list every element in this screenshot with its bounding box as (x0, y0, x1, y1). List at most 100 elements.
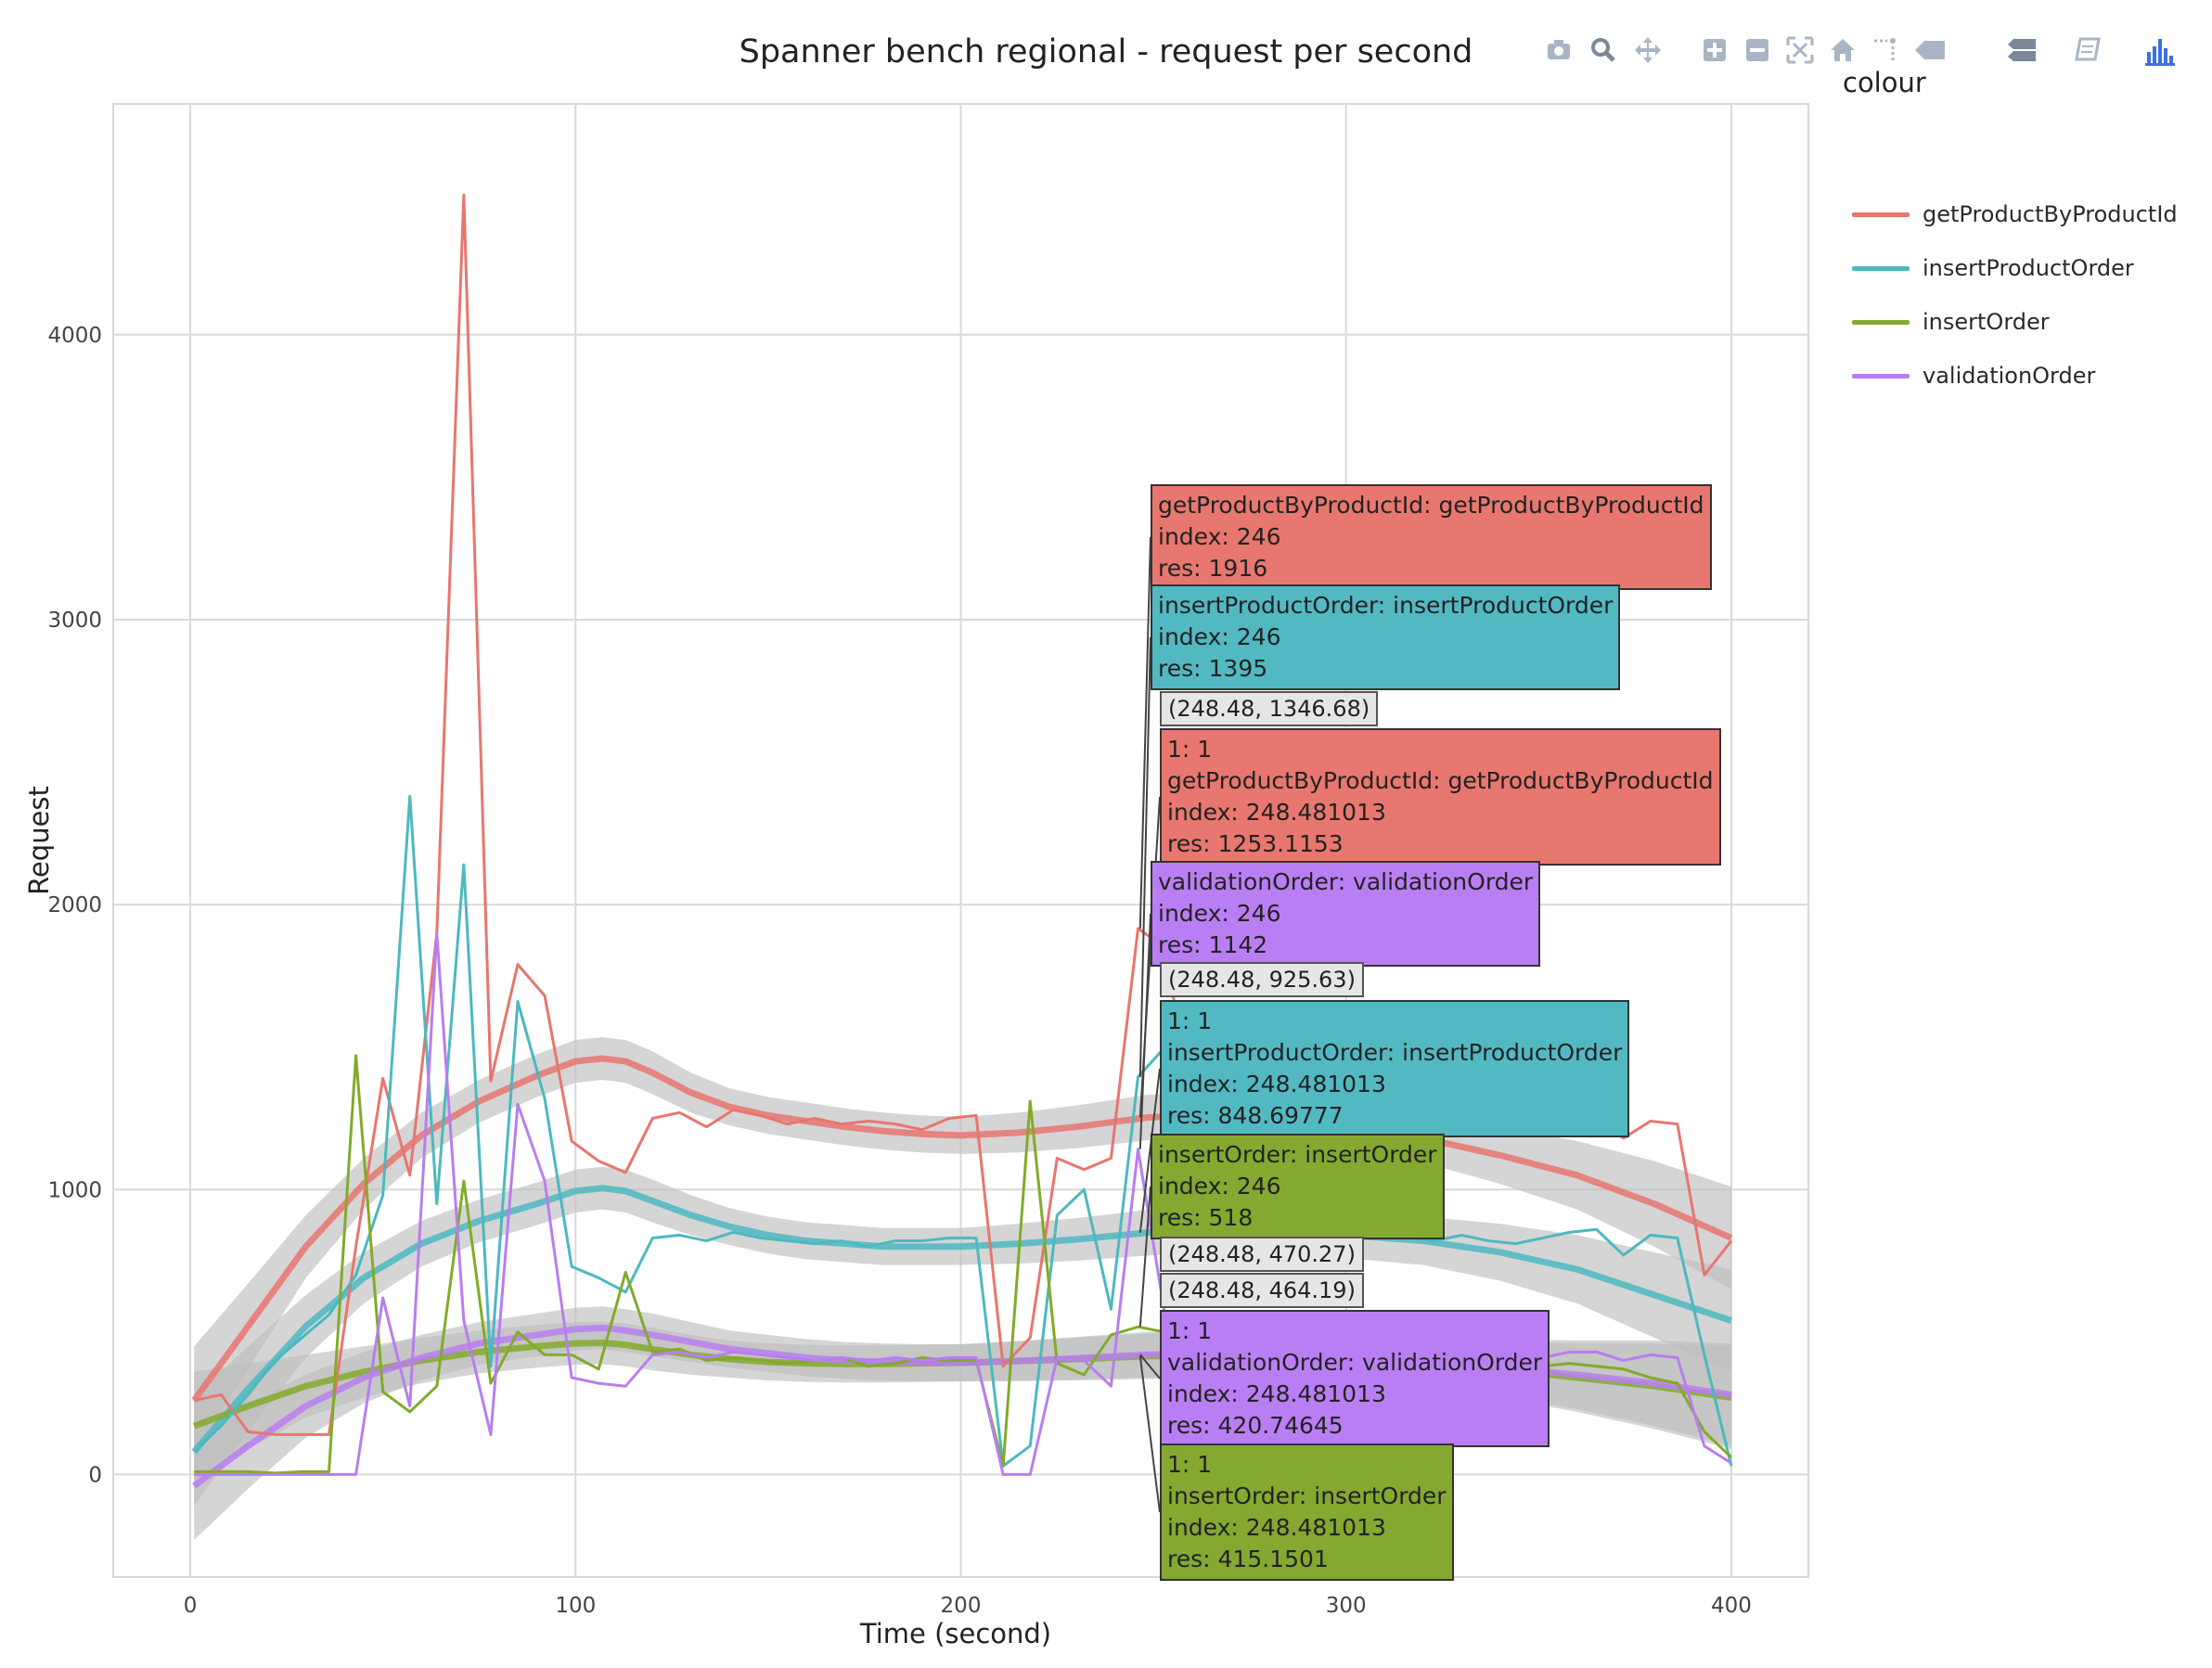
hover-coordinate-label: (248.48, 464.19) (1160, 1273, 1364, 1308)
y-axis-title: Request (23, 786, 55, 895)
hover-label-line: insertProductOrder: insertProductOrder (1158, 592, 1614, 619)
hover-label-line: insertOrder: insertOrder (1167, 1482, 1447, 1509)
hover-label-line: res: 848.69777 (1167, 1102, 1344, 1129)
hover-label-line: index: 246 (1158, 1173, 1281, 1200)
hover-label-line: index: 248.481013 (1167, 1071, 1386, 1097)
x-tick-label: 400 (1711, 1594, 1752, 1618)
edit-chart-icon (2069, 37, 2106, 72)
hover-label-line: 1: 1 (1167, 1317, 1213, 1344)
chart-title: Spanner bench regional - request per sec… (739, 33, 1473, 71)
zoom-in-button[interactable] (1696, 32, 1733, 69)
series-line-insertProductOrder[interactable] (193, 794, 1733, 1468)
legend-label: insertOrder (1923, 309, 2050, 335)
hover-label-line: res: 415.1501 (1167, 1546, 1329, 1572)
pan-button[interactable] (1629, 32, 1666, 69)
hover-label-line: (248.48, 925.63) (1168, 967, 1356, 993)
hover-label-line: validationOrder: validationOrder (1158, 868, 1534, 895)
hover-label-validationOrder: 1: 1 validationOrder: validationOrder inde… (1160, 1310, 1550, 1447)
legend-swatch (1852, 374, 1910, 379)
zoom-out-button[interactable] (1739, 32, 1776, 69)
x-tick-label: 300 (1326, 1594, 1367, 1618)
legend-swatch (1852, 320, 1910, 325)
hover-label-line: index: 246 (1158, 900, 1281, 927)
y-tick-label: 3000 (47, 609, 102, 633)
hover-label-line: res: 518 (1158, 1204, 1254, 1231)
hover-label-line: res: 1395 (1158, 655, 1268, 682)
hover-label-insertOrder: insertOrder: insertOrder index: 246 res: 5… (1151, 1134, 1445, 1239)
zoom-button[interactable] (1585, 32, 1622, 69)
hover-spike (1138, 1186, 1151, 1328)
x-tick-label: 100 (555, 1594, 596, 1618)
hover-closest-button[interactable] (1911, 32, 1948, 69)
hover-spike (1138, 913, 1151, 1149)
hover-coordinate-label: (248.48, 1346.68) (1160, 691, 1379, 726)
hover-label-line: (248.48, 464.19) (1168, 1277, 1356, 1303)
camera-icon (1540, 40, 1577, 72)
hover-spike (1138, 536, 1151, 929)
y-tick-label: 2000 (47, 893, 102, 917)
hover-label-line: index: 246 (1158, 623, 1281, 650)
hover-label-line: 1: 1 (1167, 736, 1213, 763)
x-tick-label: 200 (941, 1594, 982, 1618)
hover-label-line: getProductByProductId: getProductByProdu… (1167, 767, 1714, 794)
hover-spike (1138, 1068, 1161, 1233)
home-icon (1824, 39, 1861, 72)
hover-label-validationOrder: validationOrder: validationOrder index: 2… (1151, 861, 1541, 967)
legend-title: colour (1843, 67, 1926, 98)
hover-label-insertProductOrder: 1: 1 insertProductOrder: insertProductOrd… (1160, 1000, 1630, 1137)
spike-lines-icon (1867, 38, 1904, 72)
hover-label-line: res: 420.74645 (1167, 1412, 1344, 1439)
edit-chart-button[interactable] (2069, 32, 2106, 69)
pan-icon (1629, 37, 1666, 72)
y-tick-label: 1000 (47, 1178, 102, 1202)
legend-label: insertProductOrder (1923, 255, 2134, 281)
hover-label-insertProductOrder: insertProductOrder: insertProductOrder in… (1151, 584, 1621, 690)
legend-swatch (1852, 266, 1910, 271)
hover-spike (1139, 1354, 1161, 1379)
y-tick-label: 4000 (47, 324, 102, 348)
hover-label-line: res: 1253.1153 (1167, 830, 1344, 857)
hover-label-line: res: 1142 (1158, 931, 1268, 958)
hover-label-line: insertOrder: insertOrder (1158, 1141, 1437, 1168)
hover-label-getProductByProductId: 1: 1 getProductByProductId: getProductByP… (1160, 728, 1721, 866)
hover-label-line: (248.48, 470.27) (1168, 1241, 1356, 1267)
autoscale-button[interactable] (1781, 32, 1819, 69)
legend-swatch (1852, 212, 1910, 217)
hover-label-line: index: 246 (1158, 523, 1281, 550)
legend-label: validationOrder (1923, 363, 2096, 389)
hover-spike (1138, 636, 1151, 1077)
autoscale-icon (1781, 36, 1819, 72)
hover-label-insertOrder: 1: 1 insertOrder: insertOrder index: 248.4… (1160, 1443, 1454, 1581)
hover-label-line: index: 248.481013 (1167, 1514, 1386, 1541)
camera-button[interactable] (1540, 32, 1577, 69)
hover-label-line: index: 248.481013 (1167, 1380, 1386, 1407)
hover-spike (1138, 1355, 1161, 1513)
x-axis-title: Time (second) (859, 1618, 1051, 1649)
hover-coordinate-label: (248.48, 925.63) (1160, 962, 1364, 997)
hover-label-line: 1: 1 (1167, 1007, 1213, 1034)
x-tick-label: 0 (184, 1594, 198, 1618)
hover-label-line: insertProductOrder: insertProductOrder (1167, 1039, 1623, 1066)
hover-compare-icon (2002, 39, 2039, 72)
home-button[interactable] (1824, 32, 1861, 69)
hover-label-line: 1: 1 (1167, 1451, 1213, 1478)
zoom-icon (1585, 38, 1622, 72)
hover-compare-button[interactable] (2002, 32, 2039, 69)
hover-label-line: res: 1916 (1158, 555, 1268, 582)
zoom-out-icon (1739, 39, 1776, 72)
y-tick-label: 0 (88, 1463, 102, 1487)
legend-label: getProductByProductId (1923, 201, 2178, 227)
hover-closest-icon (1911, 41, 1948, 72)
hover-label-line: getProductByProductId: getProductByProdu… (1158, 492, 1704, 519)
hover-label-line: validationOrder: validationOrder (1167, 1349, 1543, 1376)
plotly-logo-button[interactable] (2141, 32, 2179, 69)
hover-label-line: index: 248.481013 (1167, 799, 1386, 826)
spike-lines-button[interactable] (1867, 32, 1904, 69)
hover-label-getProductByProductId: getProductByProductId: getProductByProdu… (1151, 484, 1712, 590)
hover-spikes (1138, 536, 1161, 1513)
zoom-in-icon (1696, 39, 1733, 72)
hover-coordinate-label: (248.48, 470.27) (1160, 1237, 1364, 1272)
hover-label-line: (248.48, 1346.68) (1168, 696, 1370, 722)
